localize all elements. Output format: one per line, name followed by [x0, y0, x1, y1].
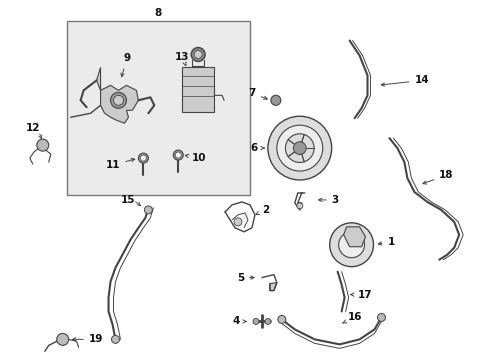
Circle shape [138, 153, 148, 163]
Bar [182, 67, 214, 112]
Text: 4: 4 [232, 316, 245, 327]
Circle shape [173, 150, 183, 160]
Circle shape [194, 50, 202, 58]
Text: 1: 1 [378, 237, 394, 247]
Circle shape [285, 134, 313, 162]
Text: 15: 15 [121, 195, 136, 205]
Polygon shape [269, 283, 276, 291]
Circle shape [377, 314, 385, 321]
Text: 11: 11 [106, 158, 134, 170]
Circle shape [252, 319, 259, 324]
Circle shape [293, 142, 305, 154]
Text: 13: 13 [175, 53, 189, 66]
Text: 18: 18 [422, 170, 453, 184]
Text: 6: 6 [250, 143, 264, 153]
Text: 14: 14 [381, 75, 428, 86]
Text: 12: 12 [25, 123, 40, 133]
Circle shape [277, 315, 285, 323]
Polygon shape [343, 227, 365, 247]
Circle shape [111, 336, 119, 343]
Circle shape [57, 333, 68, 345]
Text: 17: 17 [350, 289, 371, 300]
Circle shape [264, 319, 270, 324]
Text: 16: 16 [342, 312, 361, 323]
Circle shape [191, 48, 205, 62]
Circle shape [37, 139, 49, 151]
Circle shape [267, 116, 331, 180]
Circle shape [144, 206, 152, 214]
Text: 2: 2 [255, 205, 268, 215]
Text: 9: 9 [121, 54, 130, 77]
Circle shape [270, 95, 280, 105]
Circle shape [140, 155, 146, 161]
Circle shape [296, 203, 302, 209]
Text: 8: 8 [154, 8, 162, 18]
Circle shape [338, 232, 364, 258]
Circle shape [175, 152, 181, 158]
Circle shape [276, 125, 322, 171]
Circle shape [110, 92, 126, 108]
Polygon shape [96, 67, 138, 123]
Text: 19: 19 [72, 334, 103, 345]
Circle shape [113, 95, 123, 105]
Text: 3: 3 [318, 195, 338, 205]
Text: 5: 5 [236, 273, 254, 283]
Circle shape [234, 218, 242, 226]
Bar [66, 21, 249, 195]
Text: 10: 10 [185, 153, 206, 163]
Text: 7: 7 [248, 88, 267, 99]
Circle shape [329, 223, 373, 267]
